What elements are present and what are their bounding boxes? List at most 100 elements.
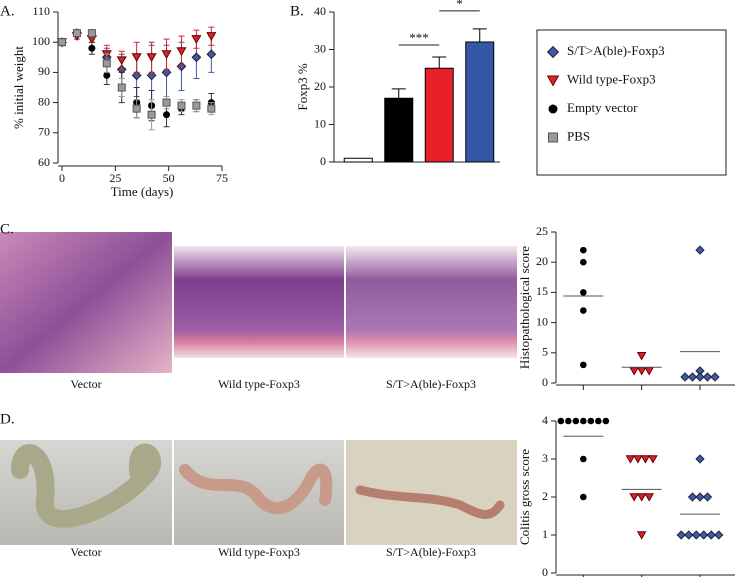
marker bbox=[206, 49, 217, 60]
marker bbox=[147, 110, 156, 119]
image-caption: Vector bbox=[70, 545, 101, 559]
y-tick-label: 30 bbox=[314, 41, 326, 55]
marker bbox=[695, 454, 705, 464]
marker bbox=[702, 372, 713, 382]
marker bbox=[595, 417, 602, 425]
bar bbox=[343, 157, 373, 163]
marker bbox=[176, 47, 187, 57]
marker bbox=[644, 493, 654, 502]
marker bbox=[602, 417, 610, 425]
colon-photos bbox=[0, 440, 517, 545]
histology-image bbox=[174, 246, 344, 358]
marker bbox=[580, 258, 587, 266]
error-bar bbox=[432, 56, 447, 69]
y-axis-label: Histopathological score bbox=[517, 246, 532, 369]
marker bbox=[580, 289, 587, 296]
marker bbox=[572, 417, 580, 425]
histology-image bbox=[0, 232, 172, 373]
marker bbox=[648, 455, 658, 464]
marker bbox=[102, 59, 111, 68]
marker bbox=[132, 104, 141, 113]
y-tick-label: 5 bbox=[542, 345, 548, 359]
marker bbox=[629, 367, 639, 376]
y-tick-label: 25 bbox=[536, 224, 548, 238]
marker bbox=[177, 101, 186, 110]
histology-image bbox=[346, 246, 517, 358]
marker bbox=[629, 493, 639, 502]
marker bbox=[161, 67, 172, 78]
legend-label: PBS bbox=[567, 128, 590, 143]
x-tick-label: 0 bbox=[59, 171, 65, 185]
marker bbox=[633, 455, 643, 464]
y-tick-label: 70 bbox=[38, 125, 50, 139]
x-tick-label: 75 bbox=[216, 171, 228, 185]
marker bbox=[207, 104, 216, 113]
colon-tissue bbox=[179, 463, 333, 515]
marker bbox=[695, 245, 705, 255]
marker bbox=[580, 246, 587, 254]
marker bbox=[587, 417, 595, 425]
marker bbox=[691, 530, 701, 540]
y-tick-label: 110 bbox=[32, 4, 50, 18]
y-tick-label: 40 bbox=[314, 4, 326, 18]
y-tick-label: 20 bbox=[536, 254, 548, 268]
error-bar bbox=[391, 88, 406, 99]
y-tick-label: 20 bbox=[314, 79, 326, 93]
legend-label: S/T>A(ble)-Foxp3 bbox=[567, 43, 665, 58]
marker bbox=[191, 52, 202, 63]
marker bbox=[580, 361, 587, 369]
panel-label: A. bbox=[0, 3, 15, 19]
x-tick-label: 50 bbox=[163, 171, 175, 185]
y-axis-label: Colitis gross score bbox=[517, 449, 532, 545]
bar bbox=[424, 67, 454, 163]
marker bbox=[680, 372, 690, 382]
y-tick-label: 80 bbox=[38, 94, 50, 108]
image-caption: Vector bbox=[70, 377, 101, 391]
y-axis-label: Foxp3 % bbox=[295, 63, 310, 110]
image-caption: S/T>A(ble)-Foxp3 bbox=[386, 545, 476, 559]
bar bbox=[465, 41, 495, 163]
y-tick-label: 0 bbox=[542, 375, 548, 389]
image-caption: Wild type-Foxp3 bbox=[218, 545, 300, 559]
marker bbox=[636, 493, 647, 502]
legend-marker bbox=[546, 45, 560, 59]
marker bbox=[636, 352, 647, 361]
marker bbox=[565, 417, 572, 425]
marker bbox=[116, 56, 127, 66]
marker bbox=[191, 35, 202, 45]
marker bbox=[72, 29, 81, 38]
marker bbox=[131, 70, 142, 81]
y-tick-label: 60 bbox=[38, 155, 50, 169]
legend-label: Wild type-Foxp3 bbox=[567, 71, 656, 86]
marker bbox=[580, 455, 587, 463]
y-tick-label: 3 bbox=[542, 451, 548, 465]
y-tick-label: 15 bbox=[536, 284, 548, 298]
marker bbox=[699, 530, 709, 540]
y-tick-label: 10 bbox=[536, 314, 548, 328]
bar bbox=[384, 97, 414, 163]
marker bbox=[580, 493, 587, 501]
marker bbox=[146, 53, 157, 63]
marker bbox=[687, 372, 698, 382]
image-caption: S/T>A(ble)-Foxp3 bbox=[386, 377, 476, 391]
y-tick-label: 4 bbox=[542, 413, 548, 427]
significance-label: *** bbox=[409, 30, 429, 45]
marker bbox=[131, 53, 142, 63]
panel-label: C. bbox=[0, 221, 14, 237]
y-tick-label: 2 bbox=[542, 489, 548, 503]
significance-label: * bbox=[456, 0, 463, 11]
y-tick-label: 1 bbox=[542, 527, 548, 541]
colon-tissue bbox=[11, 443, 161, 528]
marker bbox=[117, 83, 126, 92]
image-caption: Wild type-Foxp3 bbox=[218, 377, 300, 391]
marker bbox=[710, 372, 720, 382]
marker bbox=[192, 101, 201, 110]
marker bbox=[162, 98, 171, 107]
marker bbox=[87, 29, 96, 38]
marker bbox=[580, 307, 587, 314]
panel-label: D. bbox=[0, 411, 15, 427]
colon-tissue bbox=[355, 485, 505, 519]
y-tick-label: 90 bbox=[38, 64, 50, 78]
legend-marker bbox=[548, 104, 558, 114]
marker bbox=[206, 32, 217, 42]
